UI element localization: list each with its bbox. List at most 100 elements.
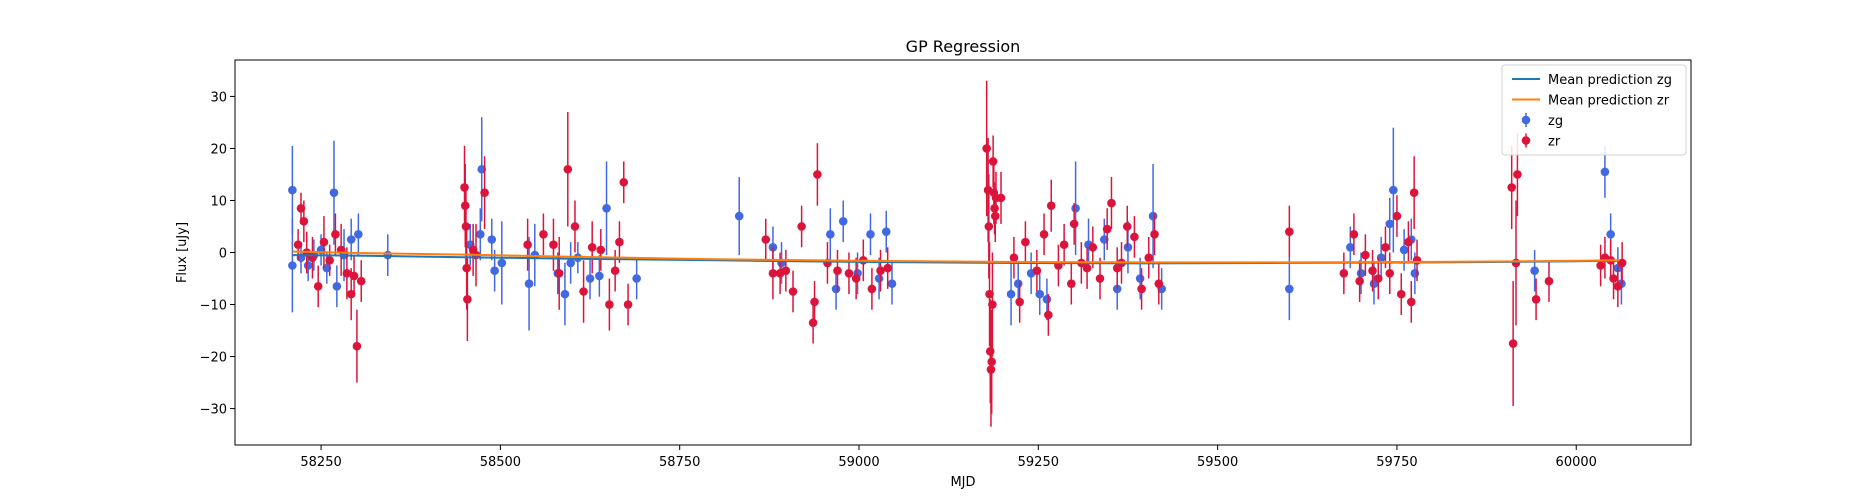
data-point-zr [319,237,329,247]
data-point-zr [1511,258,1521,268]
data-point-zg [329,188,339,197]
data-point-zr [781,266,791,276]
data-point-zr [480,188,489,197]
data-point-zr [342,269,352,278]
data-point-zg [354,229,363,239]
data-point-zg [487,235,497,244]
data-point-zr [579,287,588,296]
y-tick-label: 30 [210,90,227,105]
data-point-zr [1122,222,1132,231]
data-point-zr [1069,219,1079,229]
data-point-zr [761,235,771,244]
data-point-zg [490,266,499,276]
data-point-zr [1596,261,1605,270]
data-point-zg [866,229,875,239]
data-point-zr [523,240,532,249]
data-point-zr [876,266,885,276]
data-point-zg [831,284,841,294]
legend-box [1501,64,1687,156]
legend-label-mean-zg: Mean prediction zg [1548,73,1672,88]
data-point-zr [1513,170,1522,179]
chart-title: GP Regression [906,37,1021,56]
data-point-zg [1389,185,1398,195]
data-point-zg [826,229,835,239]
data-point-zr [1339,269,1349,278]
data-point-zr [1021,237,1030,247]
data-point-zg [566,258,575,268]
data-point-zg [1135,274,1145,283]
data-point-zr [1009,253,1019,263]
data-point-zr [549,240,558,249]
data-point-zg [288,261,297,270]
data-point-zr [844,269,854,278]
data-point-zr [1404,237,1413,247]
data-point-zr [813,170,822,179]
legend: Mean prediction zg Mean prediction zr zg zr [1501,64,1687,156]
data-point-zr [1613,282,1623,291]
data-point-zg [1606,229,1615,239]
y-tick-label: −20 [200,351,227,366]
data-point-zg [1356,269,1366,278]
data-point-zr [554,269,564,278]
data-point-zg [332,282,342,291]
data-point-zr [1349,229,1359,239]
data-point-zr [563,164,573,174]
data-point-zr [1130,232,1139,242]
data-point-zg [1035,289,1045,299]
data-point-zg [887,279,897,289]
data-point-zr [1392,211,1402,221]
data-point-zg [1385,219,1395,229]
data-point-zg [1410,269,1420,278]
x-axis-label: MJD [950,475,975,490]
data-point-zr [1154,279,1164,289]
data-point-zr [810,297,819,307]
data-point-zr [768,269,778,278]
data-point-zg [288,185,297,195]
data-point-zr [1531,295,1541,304]
data-point-zg [497,258,507,268]
data-point-zg [1071,203,1080,213]
data-point-zr [808,318,818,328]
data-point-zr [1039,229,1049,239]
data-point-zr [1544,276,1554,286]
data-point-zr [1409,188,1419,197]
data-point-zr [539,229,548,239]
data-point-zr [1137,284,1146,294]
x-tick-label: 58250 [300,455,341,470]
data-point-zg [1285,284,1294,294]
data-point-zr [1102,224,1112,234]
data-point-zr [982,144,991,153]
data-point-zg [1042,295,1052,304]
data-point-zr [797,222,806,231]
data-point-zr [1368,266,1377,276]
data-point-zr [619,177,629,187]
y-tick-label: −30 [200,403,227,418]
y-tick-label: 0 [219,247,227,262]
data-point-zr [1385,269,1395,278]
data-point-zr [1032,266,1042,276]
data-point-zr [1355,276,1364,286]
data-point-zr [988,300,997,309]
data-point-zr [1150,229,1159,239]
data-point-zg [874,274,884,283]
data-point-zr [331,229,340,239]
data-point-zr [1046,201,1056,210]
data-point-zr [833,266,842,276]
x-tick-label: 58750 [659,455,700,470]
legend-label-mean-zr: Mean prediction zr [1548,94,1670,109]
series-zr [293,80,1627,427]
y-tick-label: 10 [210,194,227,209]
data-point-zr [1361,250,1370,260]
y-tick-label: −10 [200,299,227,314]
data-point-zr [1381,242,1390,252]
data-point-zg [475,229,485,239]
data-point-zr [610,266,620,276]
data-point-zr [1044,310,1053,320]
x-tick-label: 59250 [1018,455,1059,470]
x-tick-label: 58500 [480,455,521,470]
data-point-zr [615,237,624,247]
data-point-zr [1067,279,1076,289]
data-point-zg [524,279,534,289]
data-point-zr [1508,339,1518,348]
data-point-zr [349,271,359,281]
